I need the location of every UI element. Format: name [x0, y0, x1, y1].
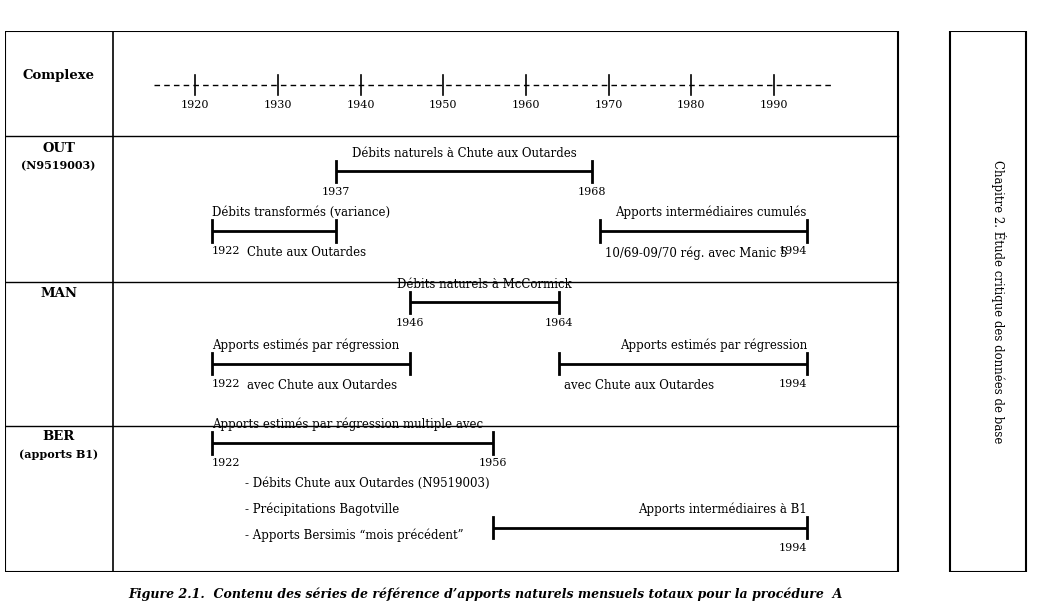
- Text: - Apports Bersimis “mois précédent”: - Apports Bersimis “mois précédent”: [245, 529, 464, 542]
- Text: 10/69-09/70 rég. avec Manic 5: 10/69-09/70 rég. avec Manic 5: [605, 246, 788, 260]
- Text: 1930: 1930: [264, 100, 293, 110]
- Text: 1946: 1946: [396, 317, 425, 328]
- Text: Apports estimés par régression: Apports estimés par régression: [620, 338, 807, 352]
- Text: Apports intermédiaires cumulés: Apports intermédiaires cumulés: [616, 205, 807, 219]
- Text: Débits naturels à Chute aux Outardes: Débits naturels à Chute aux Outardes: [352, 146, 577, 159]
- Text: 1960: 1960: [512, 100, 541, 110]
- Text: Chute aux Outardes: Chute aux Outardes: [247, 246, 366, 259]
- Text: 1950: 1950: [429, 100, 457, 110]
- Text: Apports estimés par régression: Apports estimés par régression: [212, 338, 399, 352]
- Text: - Précipitations Bagotville: - Précipitations Bagotville: [245, 502, 399, 516]
- Text: OUT: OUT: [42, 141, 75, 155]
- Text: Figure 2.1.  Contenu des séries de référence d’apports naturels mensuels totaux : Figure 2.1. Contenu des séries de référe…: [129, 588, 843, 601]
- Text: 1968: 1968: [578, 186, 606, 197]
- Text: Apports estimés par régression multiple avec: Apports estimés par régression multiple …: [212, 418, 483, 431]
- Text: 1956: 1956: [478, 458, 507, 468]
- Text: 1920: 1920: [182, 100, 210, 110]
- Text: 1922: 1922: [212, 379, 241, 389]
- Text: 1922: 1922: [212, 246, 241, 256]
- Text: 1994: 1994: [778, 379, 807, 389]
- Text: - Débits Chute aux Outardes (N9519003): - Débits Chute aux Outardes (N9519003): [245, 477, 490, 490]
- Text: 1970: 1970: [595, 100, 623, 110]
- Text: Débits transformés (variance): Débits transformés (variance): [212, 206, 390, 219]
- Text: (N9519003): (N9519003): [21, 161, 96, 172]
- Text: 1990: 1990: [759, 100, 788, 110]
- Text: BER: BER: [42, 430, 75, 443]
- Text: 1937: 1937: [322, 186, 350, 197]
- Text: Complexe: Complexe: [22, 69, 95, 82]
- Text: avec Chute aux Outardes: avec Chute aux Outardes: [247, 379, 397, 392]
- Text: 1922: 1922: [212, 458, 241, 468]
- Text: avec Chute aux Outardes: avec Chute aux Outardes: [564, 379, 714, 392]
- Text: Apports intermédiaires à B1: Apports intermédiaires à B1: [638, 502, 807, 515]
- Text: 1940: 1940: [346, 100, 375, 110]
- Text: MAN: MAN: [40, 287, 77, 300]
- Text: 1964: 1964: [545, 317, 573, 328]
- Text: 1994: 1994: [778, 246, 807, 256]
- Text: Chapitre 2. Étude critique des données de base: Chapitre 2. Étude critique des données d…: [992, 160, 1006, 443]
- Text: Débits naturels à McCormick: Débits naturels à McCormick: [397, 277, 572, 290]
- Text: 1994: 1994: [778, 542, 807, 553]
- Text: 1980: 1980: [677, 100, 705, 110]
- Bar: [949, 31, 1025, 572]
- Text: (apports B1): (apports B1): [19, 448, 98, 459]
